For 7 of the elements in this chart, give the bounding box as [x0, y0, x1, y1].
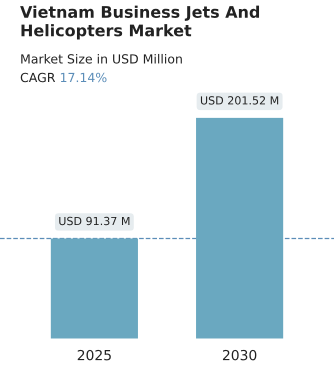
x-tick-label: 2030: [222, 350, 256, 360]
x-tick-label: 2025: [78, 350, 111, 360]
data-label: USD 91.37 M: [59, 216, 130, 226]
data-label: USD 201.52 M: [200, 96, 278, 105]
text: CAGR 17.14%: [20, 72, 107, 82]
chart-title: Vietnam Business Jets And Helicopters Market: [20, 6, 260, 40]
chart-subtitle: Market Size in USD Million: [21, 54, 182, 64]
